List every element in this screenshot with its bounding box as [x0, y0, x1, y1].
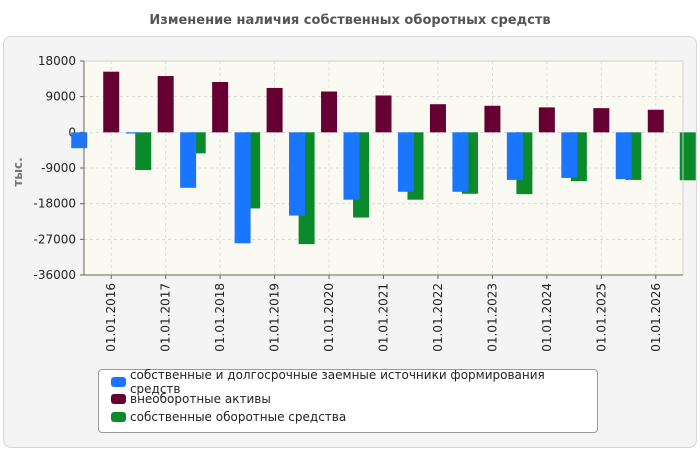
x-tick-label: 01.01.2023 [485, 283, 499, 352]
x-tick-label: 01.01.2025 [594, 283, 608, 352]
bar-2-01.01.2025 [593, 108, 610, 133]
bar-2-01.01.2024 [538, 107, 555, 133]
bar-3-01.01.2026 [679, 132, 696, 181]
legend-label-noncurrent-assets: внеоборотные активы [130, 392, 271, 407]
bar-chart: 1800090000-9000-18000-27000-3600001.01.2… [11, 54, 696, 352]
bar-1-01.01.2020 [289, 132, 306, 216]
bar-1-01.01.2019 [234, 132, 251, 244]
chart-title: Изменение наличия собственных оборотных … [149, 13, 551, 28]
x-tick-label: 01.01.2022 [431, 283, 445, 352]
bar-1-01.01.2016 [71, 132, 88, 149]
x-tick-label: 01.01.2024 [540, 283, 554, 352]
bar-1-01.01.2023 [452, 132, 469, 192]
chart-legend: собственные и долгосрочные заемные источ… [98, 368, 598, 433]
x-tick-label: 01.01.2020 [322, 283, 336, 352]
x-tick-label: 01.01.2019 [268, 283, 282, 352]
bar-2-01.01.2020 [321, 91, 338, 133]
y-tick-label: -9000 [41, 161, 76, 175]
y-tick-label: 9000 [45, 90, 76, 104]
legend-item-noncurrent-assets: внеоборотные активы [111, 391, 597, 409]
bar-2-01.01.2017 [157, 76, 174, 133]
bar-2-01.01.2022 [429, 104, 446, 133]
y-tick-label: 18000 [38, 54, 76, 68]
bar-2-01.01.2019 [266, 87, 283, 133]
bar-1-01.01.2021 [343, 132, 360, 200]
bar-1-01.01.2025 [561, 132, 578, 178]
x-tick-label: 01.01.2026 [649, 283, 663, 352]
y-tick-label: -27000 [33, 232, 76, 246]
bar-1-01.01.2017 [125, 132, 142, 134]
legend-label-sources: собственные и долгосрочные заемные источ… [129, 367, 545, 396]
legend-label-working-capital: собственные оборотные средства [130, 409, 347, 424]
legend-swatch-working-capital [111, 411, 126, 422]
legend-swatch-noncurrent-assets [111, 394, 126, 405]
legend-item-working-capital: собственные оборотные средства [111, 408, 597, 426]
legend-swatch-sources [111, 376, 126, 387]
y-tick-label: -18000 [33, 197, 76, 211]
y-tick-label: -36000 [33, 268, 76, 282]
bar-2-01.01.2023 [484, 105, 501, 133]
bar-2-01.01.2018 [212, 82, 229, 133]
bar-1-01.01.2024 [506, 132, 523, 180]
bar-3-01.01.2016 [135, 132, 152, 170]
y-axis-label: тыс. [11, 157, 25, 186]
bar-1-01.01.2026 [615, 132, 632, 180]
x-tick-label: 01.01.2021 [377, 283, 391, 352]
bar-1-01.01.2018 [180, 132, 197, 188]
bar-1-01.01.2022 [397, 132, 414, 192]
x-tick-label: 01.01.2017 [159, 283, 173, 352]
x-tick-label: 01.01.2016 [104, 283, 118, 352]
bar-2-01.01.2021 [375, 95, 392, 133]
bar-2-01.01.2016 [103, 71, 120, 133]
legend-item-sources: собственные и долгосрочные заемные источ… [111, 368, 597, 396]
bar-2-01.01.2026 [647, 109, 664, 133]
x-tick-label: 01.01.2018 [213, 283, 227, 352]
